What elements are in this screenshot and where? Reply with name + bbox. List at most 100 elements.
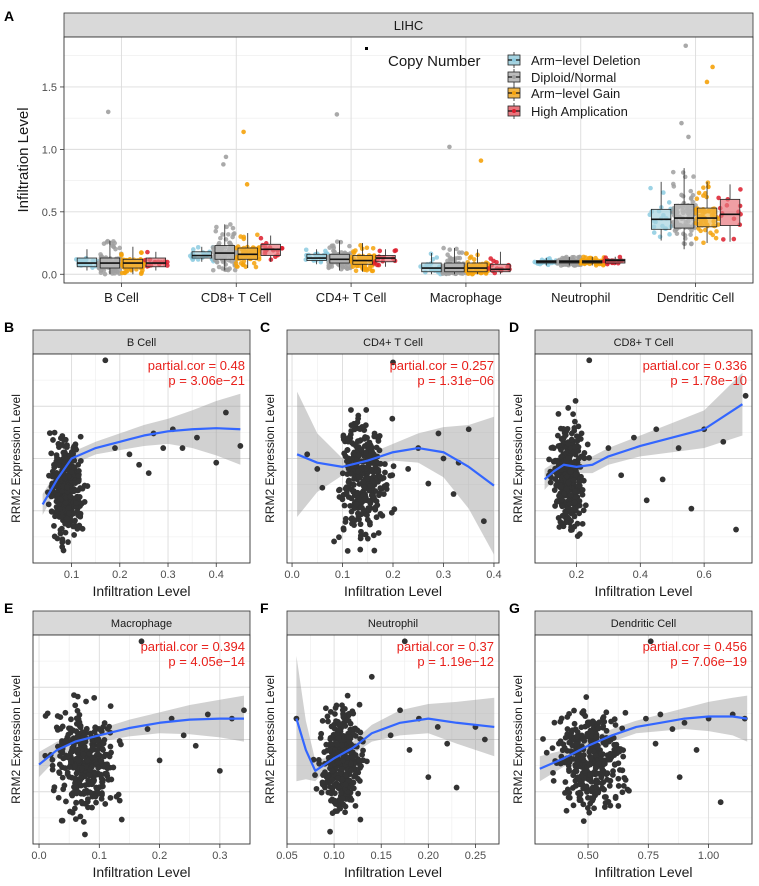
data-point [61, 475, 68, 481]
data-point [107, 703, 114, 709]
data-point [79, 765, 86, 772]
strip-title: CD8+ T Cell [614, 337, 674, 349]
jitter-point [703, 190, 708, 196]
strip-title: CD4+ T Cell [363, 337, 423, 349]
data-point [357, 496, 364, 503]
outlier-point [105, 109, 111, 115]
annotation-partial-cor: partial.cor = 0.37 [397, 639, 494, 654]
data-point [348, 761, 354, 767]
data-point [87, 766, 94, 773]
x-tick-label: Macrophage [430, 290, 502, 305]
data-point [340, 801, 347, 808]
data-point [104, 765, 111, 772]
legend-key-marker [365, 47, 368, 50]
data-point [556, 493, 563, 499]
legend-title: Copy Number [388, 53, 481, 70]
data-point [617, 746, 624, 752]
data-point [75, 478, 82, 485]
data-point [99, 790, 105, 796]
data-point [576, 498, 583, 504]
data-point [49, 762, 56, 769]
jitter-point [464, 251, 469, 256]
data-point [603, 709, 610, 716]
data-point [331, 782, 338, 788]
jitter-point [358, 243, 363, 248]
data-point [116, 797, 123, 804]
data-point [348, 470, 355, 477]
data-point [348, 495, 355, 502]
y-axis-label: RRM2 Expression Level [511, 675, 525, 804]
data-point [57, 530, 64, 537]
data-point [383, 486, 390, 492]
panel-letter: D [509, 319, 519, 335]
data-point [586, 761, 593, 767]
jitter-point [459, 250, 465, 255]
data-point [71, 784, 77, 790]
confidence-band [42, 393, 241, 515]
jitter-point [661, 190, 666, 195]
data-point [568, 430, 575, 437]
data-point [67, 493, 74, 500]
jitter-point [488, 256, 494, 261]
jitter-point [359, 246, 365, 252]
data-point [319, 717, 326, 724]
data-point [222, 409, 229, 416]
annotation-p-value: p = 3.06e−21 [168, 373, 245, 388]
data-point [49, 766, 56, 773]
data-point [62, 529, 69, 536]
data-point [587, 755, 594, 761]
x-axis-label: Infiltration Level [92, 583, 190, 599]
y-tick-label: 1.5 [42, 82, 57, 94]
legend-key-point [512, 91, 516, 95]
jitter-point [393, 248, 399, 253]
data-point [86, 772, 93, 778]
data-point [377, 473, 383, 480]
data-point [352, 771, 359, 778]
jitter-point [651, 230, 657, 235]
jitter-point [113, 268, 119, 274]
jitter-point [138, 271, 144, 277]
data-point [619, 789, 626, 796]
x-tick-label: B Cell [104, 290, 139, 305]
data-point [546, 456, 553, 463]
data-point [156, 757, 163, 764]
data-point [560, 741, 567, 748]
data-point [555, 443, 562, 449]
data-point [568, 729, 575, 736]
jitter-point [216, 264, 222, 270]
data-point [58, 525, 65, 532]
data-point [340, 712, 347, 719]
jitter-point [705, 180, 711, 185]
data-point [572, 397, 579, 404]
panel-letter: A [4, 8, 14, 24]
jitter-point [231, 232, 236, 237]
x-tick-label: 0.2 [152, 850, 167, 862]
data-point [339, 742, 345, 749]
data-point [602, 740, 609, 747]
data-point [681, 719, 688, 726]
data-point [572, 444, 579, 450]
data-point [339, 795, 346, 802]
data-point [616, 767, 623, 773]
data-point [406, 747, 413, 753]
outlier-point [710, 64, 715, 70]
jitter-point [575, 255, 581, 260]
data-point [73, 446, 80, 453]
jitter-point [617, 254, 623, 260]
data-point [367, 521, 373, 528]
data-point [48, 508, 55, 515]
data-point [335, 735, 342, 742]
outlier-point [244, 182, 250, 187]
jitter-point [545, 262, 551, 268]
jitter-point [704, 194, 709, 200]
data-point [319, 779, 326, 786]
y-tick-label: 0.5 [42, 207, 57, 219]
strip-title: Dendritic Cell [611, 618, 676, 630]
data-point [574, 759, 581, 766]
data-point [51, 523, 57, 529]
data-point [353, 501, 359, 508]
data-point [368, 673, 375, 680]
jitter-point [124, 269, 130, 274]
data-point [95, 764, 102, 771]
data-point [567, 468, 574, 475]
